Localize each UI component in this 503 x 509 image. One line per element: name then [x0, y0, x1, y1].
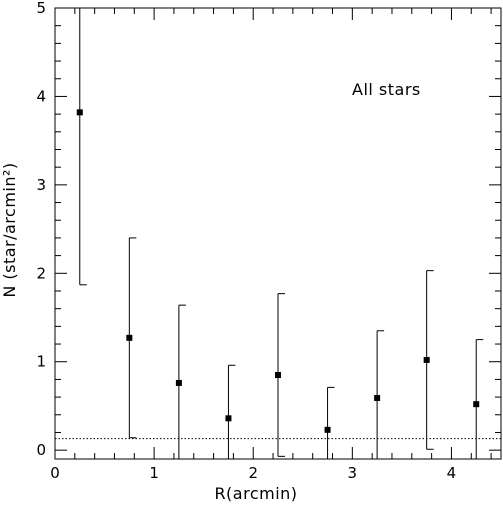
plot-frame	[54, 7, 502, 460]
data-point	[324, 426, 331, 433]
y-axis-label: N (star/arcmin²)	[0, 162, 19, 297]
data-point	[225, 415, 232, 422]
x-axis-label: R(arcmin)	[214, 484, 297, 503]
y-tick-label: 5	[36, 0, 46, 17]
data-point	[473, 401, 480, 408]
data-point	[275, 371, 281, 378]
data-point	[175, 379, 182, 386]
data-point	[374, 394, 381, 401]
x-tick-label: 3	[348, 464, 358, 482]
x-tick-label: 4	[447, 464, 457, 482]
data-point	[76, 109, 83, 116]
data-point	[423, 356, 430, 363]
x-tick-label: 0	[50, 464, 60, 482]
x-tick-label: 2	[248, 464, 258, 482]
y-tick-label: 0	[36, 441, 46, 459]
annotation-label: All stars	[352, 80, 421, 99]
y-tick-label: 3	[36, 176, 46, 194]
y-tick-label: 2	[36, 264, 46, 282]
data-point	[126, 334, 133, 341]
x-tick-label: 1	[149, 464, 159, 482]
y-tick-label: 1	[36, 353, 46, 371]
y-tick-label: 4	[36, 87, 46, 105]
